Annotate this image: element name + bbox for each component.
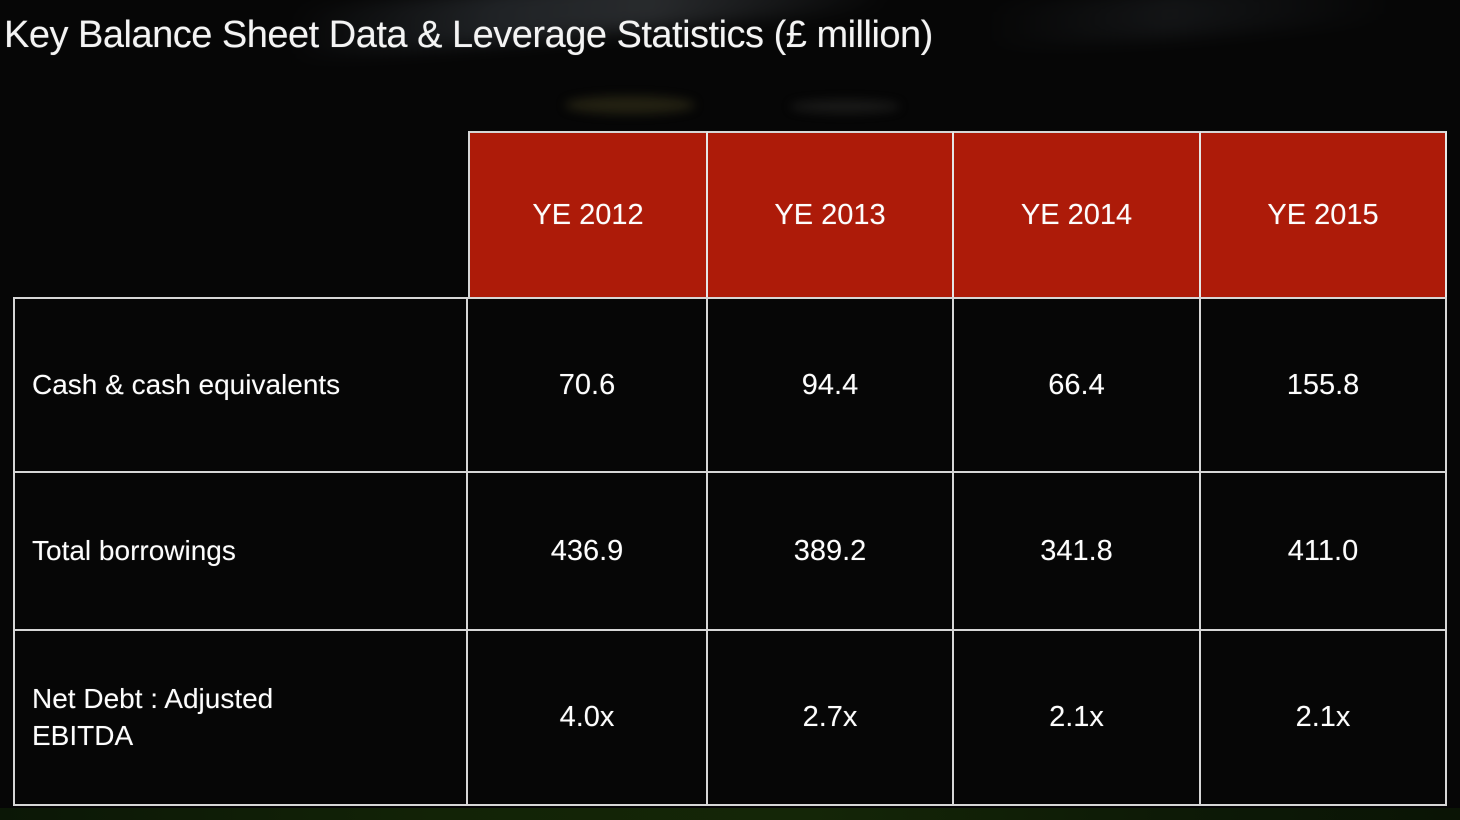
table-corner-cell: [13, 131, 468, 297]
value-borrowings-ye-2014: 341.8: [954, 473, 1201, 631]
row-label-text: Cash & cash equivalents: [32, 368, 341, 400]
value-cash-ye-2014: 66.4: [954, 297, 1201, 473]
row-label-net-debt-ebitda: Net Debt : Adjusted EBITDA: [13, 631, 468, 806]
col-header-ye-2013: YE 2013: [708, 131, 954, 297]
row-label-total-borrowings: Total borrowings: [13, 473, 468, 631]
value-borrowings-ye-2015: 411.0: [1201, 473, 1447, 631]
row-label-text: Total borrowings: [32, 534, 236, 566]
background-smudge: [565, 96, 695, 114]
balance-sheet-table: YE 2012 YE 2013 YE 2014 YE 2015 Cash & c…: [13, 131, 1447, 806]
row-label-cash-equivalents: Cash & cash equivalents: [13, 297, 468, 473]
value-cash-ye-2015: 155.8: [1201, 297, 1447, 473]
value-netdebt-ye-2013: 2.7x: [708, 631, 954, 806]
col-header-ye-2015: YE 2015: [1201, 131, 1447, 297]
bottom-pitch-strip: [0, 808, 1460, 820]
value-netdebt-ye-2012: 4.0x: [468, 631, 708, 806]
background-streak: [978, 0, 1402, 51]
col-header-ye-2012: YE 2012: [468, 131, 708, 297]
row-label-text: Net Debt : Adjusted EBITDA: [32, 682, 274, 751]
value-netdebt-ye-2015: 2.1x: [1201, 631, 1447, 806]
value-cash-ye-2012: 70.6: [468, 297, 708, 473]
col-header-ye-2014: YE 2014: [954, 131, 1201, 297]
value-borrowings-ye-2012: 436.9: [468, 473, 708, 631]
value-netdebt-ye-2014: 2.1x: [954, 631, 1201, 806]
value-borrowings-ye-2013: 389.2: [708, 473, 954, 631]
slide-title: Key Balance Sheet Data & Leverage Statis…: [4, 14, 933, 56]
value-cash-ye-2013: 94.4: [708, 297, 954, 473]
background-smudge: [790, 100, 900, 113]
